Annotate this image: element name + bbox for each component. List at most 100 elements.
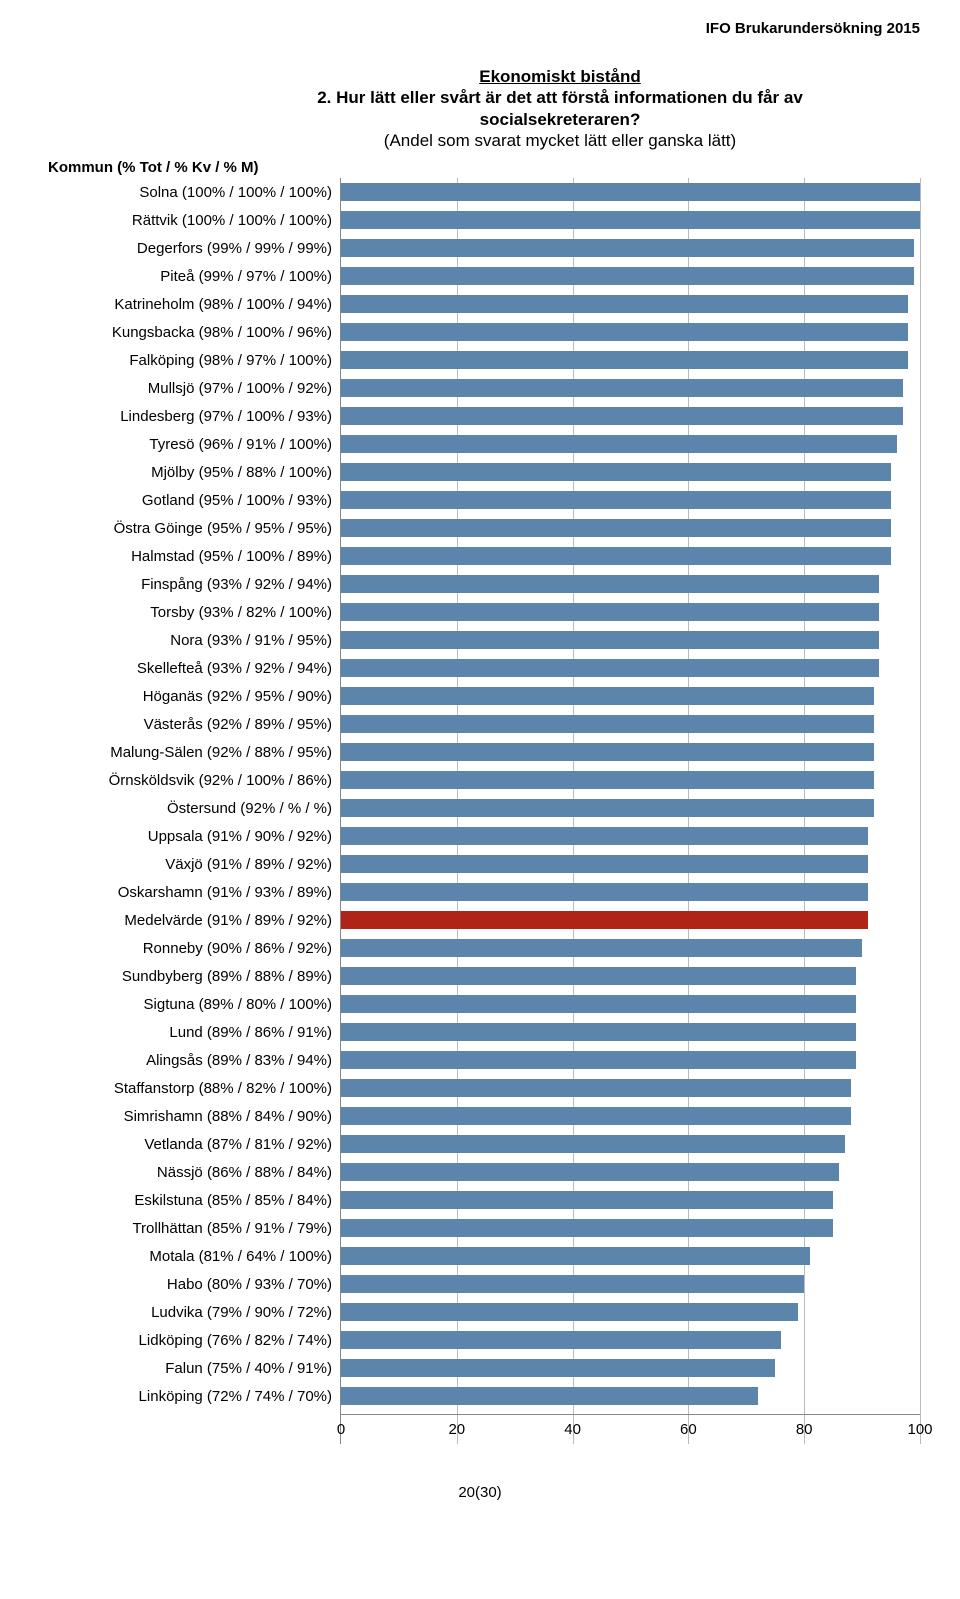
bar-label: Vetlanda (87% / 81% / 92%)	[40, 1130, 340, 1158]
bar-row	[341, 710, 920, 738]
bar	[341, 1079, 851, 1097]
axis-tick: 100	[907, 1421, 932, 1438]
bar-row	[341, 1242, 920, 1270]
bar-row	[341, 1018, 920, 1046]
bar-row	[341, 374, 920, 402]
bar-row	[341, 1074, 920, 1102]
bar-row	[341, 962, 920, 990]
bar-row	[341, 1046, 920, 1074]
bar-row	[341, 1130, 920, 1158]
bar-row	[341, 738, 920, 766]
bar-label: Oskarshamn (91% / 93% / 89%)	[40, 878, 340, 906]
axis-tick: 60	[680, 1421, 697, 1438]
axis-tick: 40	[564, 1421, 581, 1438]
bar-highlight	[341, 911, 868, 929]
bar-label: Rättvik (100% / 100% / 100%)	[40, 206, 340, 234]
bar-label: Mjölby (95% / 88% / 100%)	[40, 458, 340, 486]
bar-label: Östersund (92% / % / %)	[40, 794, 340, 822]
bar-row	[341, 794, 920, 822]
bar-label: Nässjö (86% / 88% / 84%)	[40, 1158, 340, 1186]
bar-row	[341, 1354, 920, 1382]
bar-row	[341, 682, 920, 710]
bar	[341, 1331, 781, 1349]
bars-inner	[341, 178, 920, 1410]
bar	[341, 1191, 833, 1209]
bar-label: Halmstad (95% / 100% / 89%)	[40, 542, 340, 570]
bar-label: Kungsbacka (98% / 100% / 96%)	[40, 318, 340, 346]
labels-column: Solna (100% / 100% / 100%)Rättvik (100% …	[40, 178, 340, 1444]
bar-row	[341, 234, 920, 262]
bar-label: Lund (89% / 86% / 91%)	[40, 1018, 340, 1046]
bar-label: Sigtuna (89% / 80% / 100%)	[40, 990, 340, 1018]
bar-row	[341, 1186, 920, 1214]
bar	[341, 771, 874, 789]
bar-label: Linköping (72% / 74% / 70%)	[40, 1382, 340, 1410]
bar-row	[341, 822, 920, 850]
bar-label: Motala (81% / 64% / 100%)	[40, 1242, 340, 1270]
bar	[341, 547, 891, 565]
bar-label: Finspång (93% / 92% / 94%)	[40, 570, 340, 598]
bar-row	[341, 1214, 920, 1242]
bar-row	[341, 598, 920, 626]
bar	[341, 827, 868, 845]
bar-label: Torsby (93% / 82% / 100%)	[40, 598, 340, 626]
bar	[341, 855, 868, 873]
bar-row	[341, 570, 920, 598]
bar	[341, 1163, 839, 1181]
bar-row	[341, 514, 920, 542]
bar-row	[341, 626, 920, 654]
bar-label: Degerfors (99% / 99% / 99%)	[40, 234, 340, 262]
bar-label: Trollhättan (85% / 91% / 79%)	[40, 1214, 340, 1242]
bar-row	[341, 206, 920, 234]
bar-label: Medelvärde (91% / 89% / 92%)	[40, 906, 340, 934]
bar-label: Nora (93% / 91% / 95%)	[40, 626, 340, 654]
bar-label: Falun (75% / 40% / 91%)	[40, 1354, 340, 1382]
bar	[341, 799, 874, 817]
bar-row	[341, 346, 920, 374]
bar	[341, 435, 897, 453]
bar-row	[341, 290, 920, 318]
bar-label: Eskilstuna (85% / 85% / 84%)	[40, 1186, 340, 1214]
bar	[341, 211, 920, 229]
bar-label: Gotland (95% / 100% / 93%)	[40, 486, 340, 514]
bar-row	[341, 1382, 920, 1410]
bar	[341, 995, 856, 1013]
bar-label: Växjö (91% / 89% / 92%)	[40, 850, 340, 878]
bar-row	[341, 878, 920, 906]
bar-label: Sundbyberg (89% / 88% / 89%)	[40, 962, 340, 990]
bar	[341, 463, 891, 481]
bars-column: 020406080100	[340, 178, 920, 1444]
bar-label: Alingsås (89% / 83% / 94%)	[40, 1046, 340, 1074]
bar-label: Västerås (92% / 89% / 95%)	[40, 710, 340, 738]
bar	[341, 1051, 856, 1069]
bar	[341, 1219, 833, 1237]
bar-label: Piteå (99% / 97% / 100%)	[40, 262, 340, 290]
bar	[341, 323, 908, 341]
bar	[341, 267, 914, 285]
gridline	[920, 178, 921, 1444]
bar-row	[341, 402, 920, 430]
bar-row	[341, 850, 920, 878]
bar	[341, 519, 891, 537]
bar	[341, 687, 874, 705]
bar	[341, 407, 903, 425]
bar-label: Falköping (98% / 97% / 100%)	[40, 346, 340, 374]
bar	[341, 379, 903, 397]
bar	[341, 715, 874, 733]
bar	[341, 659, 879, 677]
bar-row	[341, 486, 920, 514]
bar	[341, 1023, 856, 1041]
bar-label: Ludvika (79% / 90% / 72%)	[40, 1298, 340, 1326]
bar	[341, 1303, 798, 1321]
bar-label: Staffanstorp (88% / 82% / 100%)	[40, 1074, 340, 1102]
bar	[341, 1359, 775, 1377]
bar	[341, 295, 908, 313]
bar	[341, 967, 856, 985]
bar-label: Östra Göinge (95% / 95% / 95%)	[40, 514, 340, 542]
bar-row	[341, 934, 920, 962]
bar-label: Simrishamn (88% / 84% / 90%)	[40, 1102, 340, 1130]
bar	[341, 351, 908, 369]
bar-row	[341, 1158, 920, 1186]
bar-row	[341, 1326, 920, 1354]
bar	[341, 1247, 810, 1265]
